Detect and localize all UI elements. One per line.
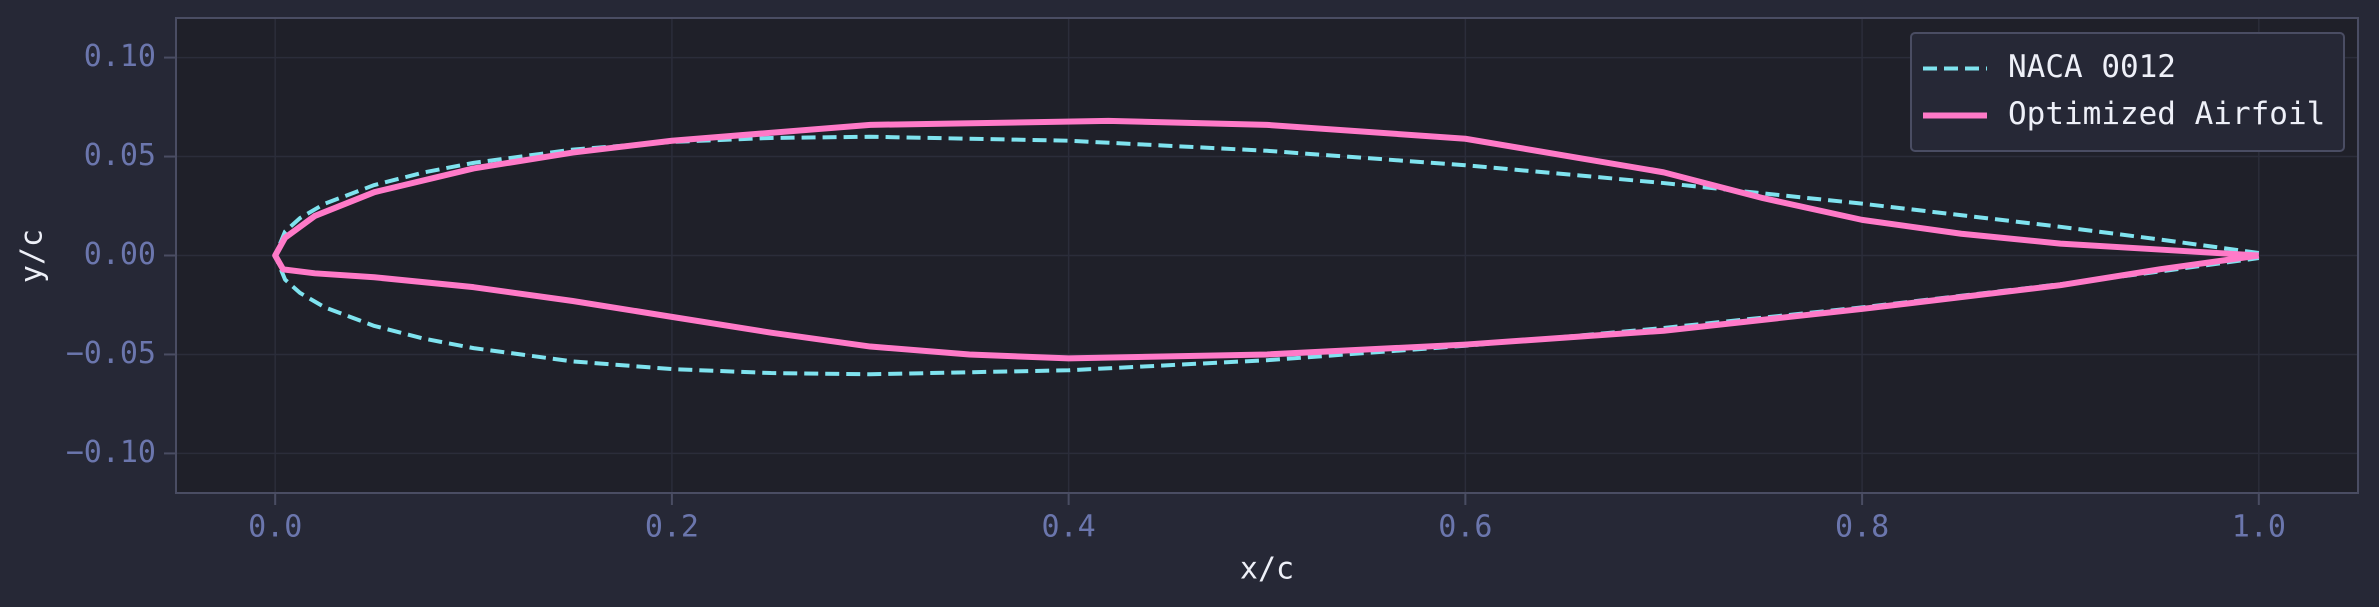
legend-label: Optimized Airfoil <box>2008 96 2325 132</box>
x-tick-label: 0.6 <box>1438 510 1492 545</box>
y-tick-label: 0.00 <box>84 237 156 272</box>
x-tick-label: 0.4 <box>1042 510 1096 545</box>
x-tick-label: 0.8 <box>1835 510 1889 545</box>
y-tick-label: 0.05 <box>84 138 156 173</box>
series-line <box>272 117 2260 362</box>
x-tick-label: 0.0 <box>248 510 302 545</box>
y-axis-label: y/c <box>15 229 50 283</box>
y-tick-label: −0.10 <box>66 435 156 470</box>
legend: NACA 0012 Optimized Airfoil <box>1910 32 2345 152</box>
y-tick-label: −0.05 <box>66 336 156 371</box>
ticks: 0.0 0.2 0.4 0.6 0.8 1.0 −0.10 −0.05 0.00 0.05 0.10 <box>66 39 2286 544</box>
legend-label: NACA 0012 <box>2008 49 2176 85</box>
y-tick-label: 0.10 <box>84 39 156 74</box>
x-tick-label: 0.2 <box>645 510 699 545</box>
x-tick-label: 1.0 <box>2232 510 2286 545</box>
legend-box <box>1910 32 2345 152</box>
lines <box>272 117 2260 377</box>
x-axis-label: x/c <box>1240 552 1294 587</box>
